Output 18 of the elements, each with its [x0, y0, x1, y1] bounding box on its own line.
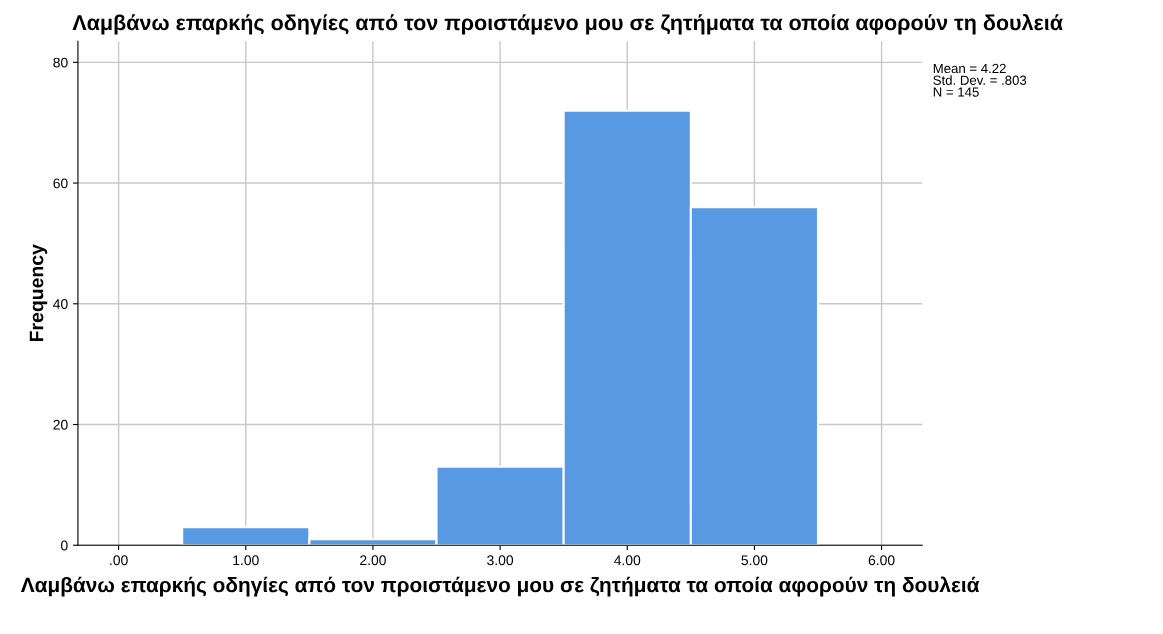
- y-tick-label: 0: [61, 540, 68, 551]
- x-tick-label: .00: [110, 555, 128, 566]
- x-tick-label: 4.00: [614, 555, 641, 566]
- y-axis-title: Frequency: [29, 244, 48, 342]
- x-tick-label: 3.00: [487, 555, 514, 566]
- text: Mean = 4.22: [933, 63, 1006, 74]
- y-tick-label: 80: [53, 57, 68, 68]
- y-tick-label: 60: [53, 178, 68, 189]
- text: Std. Dev. = .803: [933, 75, 1027, 85]
- x-tick-label: 1.00: [233, 555, 259, 566]
- x-axis-title: Λαμβάνω επαρκής οδηγίες από τον προιστάμενο μου σε ζητήματα τα οποία αφορούν τη δουλειά: [20, 576, 980, 597]
- x-tick-label: 6.00: [868, 555, 895, 566]
- y-tick-label: 20: [53, 419, 68, 430]
- x-tick-label: 2.00: [360, 555, 386, 566]
- x-tick-label: 5.00: [741, 555, 768, 566]
- y-tick-label: 40: [53, 299, 68, 309]
- text: N = 145: [933, 87, 979, 97]
- chart-title: Λαμβάνω επαρκής οδηγίες από τον προιστάμενο μου σε ζητήματα τα οποία αφορούν τη δουλειά: [72, 13, 1063, 35]
